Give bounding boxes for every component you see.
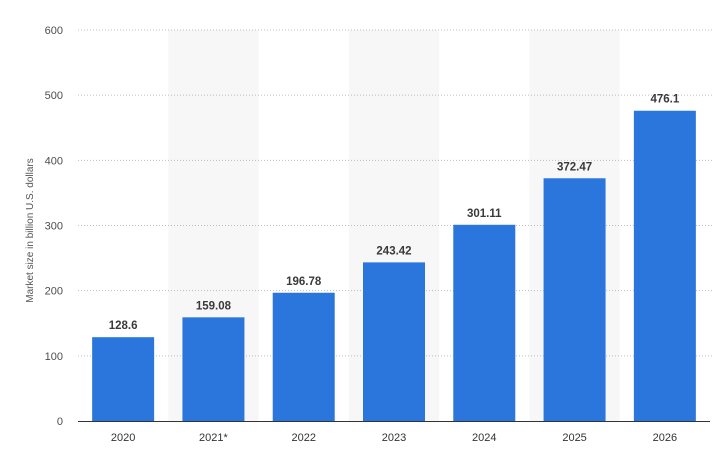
bar[interactable] (363, 262, 425, 421)
x-tick-label: 2021* (199, 432, 228, 444)
y-tick-label: 400 (45, 155, 63, 167)
x-tick-label: 2024 (472, 432, 496, 444)
y-axis-title: Market size in billion U.S. dollars (25, 158, 36, 303)
data-label: 372.47 (557, 161, 592, 173)
y-tick-label: 500 (45, 90, 63, 102)
data-label: 196.78 (286, 276, 322, 288)
bar[interactable] (92, 337, 155, 421)
bars (92, 110, 696, 421)
bar[interactable] (453, 224, 516, 421)
x-tick-label: 2023 (382, 432, 406, 444)
y-tick-label: 0 (57, 416, 63, 428)
bar[interactable] (543, 178, 606, 421)
y-axis-ticks: 0 100 200 300 400 500 600 (45, 25, 63, 428)
data-label: 243.42 (376, 245, 411, 257)
bar[interactable] (182, 317, 245, 421)
x-tick-label: 2025 (562, 432, 586, 444)
x-tick-label: 2020 (111, 432, 135, 444)
bar[interactable] (272, 292, 335, 421)
x-tick-label: 2022 (291, 432, 315, 444)
x-axis-labels: 2020 2021* 2022 2023 2024 2025 2026 (111, 432, 677, 444)
data-label: 159.08 (196, 300, 232, 312)
x-tick-label: 2026 (653, 432, 677, 444)
data-labels: 128.6 159.08 196.78 243.42 301.11 372.47 476.1 (109, 94, 680, 332)
y-tick-label: 200 (45, 286, 63, 298)
y-tick-label: 600 (45, 25, 63, 37)
data-label: 301.11 (467, 208, 502, 220)
data-label: 128.6 (109, 320, 138, 332)
bar[interactable] (633, 110, 696, 421)
y-tick-label: 100 (45, 351, 63, 363)
y-tick-label: 300 (45, 221, 63, 233)
data-label: 476.1 (650, 94, 679, 106)
